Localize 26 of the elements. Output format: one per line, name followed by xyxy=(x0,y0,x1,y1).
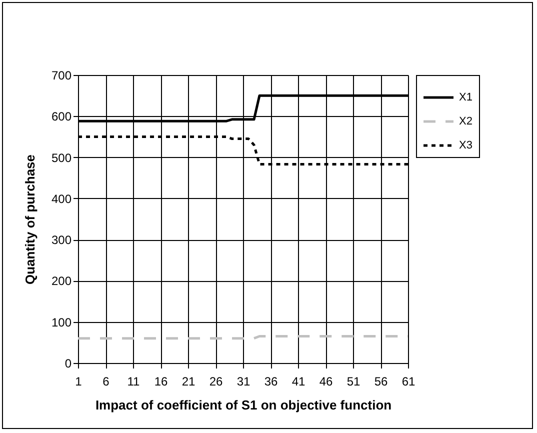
x-tick-label: 41 xyxy=(292,374,306,388)
x-tick-label: 51 xyxy=(346,374,360,388)
x-tick-label: 1 xyxy=(75,374,82,388)
y-tick-label: 400 xyxy=(51,192,72,206)
x-tick-label: 26 xyxy=(209,374,223,388)
y-tick-label: 300 xyxy=(51,233,72,248)
x-axis-title: Impact of coefficient of S1 on objective function xyxy=(95,398,392,412)
y-tick-label: 100 xyxy=(51,315,72,330)
legend-label: X2 xyxy=(459,116,472,128)
x-tick-label: 46 xyxy=(319,374,333,388)
y-tick-label: 200 xyxy=(51,274,72,288)
legend-label: X3 xyxy=(459,140,472,152)
legend-label: X1 xyxy=(459,92,472,104)
x-tick-label: 36 xyxy=(264,374,278,388)
y-axis-title: Quantity of purchase xyxy=(22,154,38,285)
x-tick-label: 21 xyxy=(182,374,196,388)
x-tick-label: 56 xyxy=(374,374,388,388)
y-tick-label: 700 xyxy=(51,68,72,82)
y-tick-label: 0 xyxy=(64,356,72,370)
x-tick-label: 6 xyxy=(102,374,110,388)
x-tick-label: 16 xyxy=(154,374,168,388)
y-tick-label: 600 xyxy=(51,110,72,124)
x-tick-label: 11 xyxy=(127,374,140,388)
x-tick-label: 31 xyxy=(236,374,250,388)
y-tick-label: 500 xyxy=(51,150,72,165)
x-tick-label: 61 xyxy=(402,374,416,388)
